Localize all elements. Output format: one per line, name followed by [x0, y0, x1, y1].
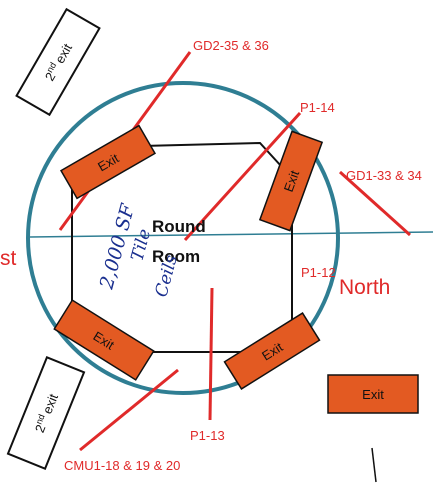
exit-label: Exit [362, 387, 384, 402]
callout-p1-12: P1-12 [301, 265, 336, 280]
callout-cmu1: CMU1-18 & 19 & 20 [64, 458, 180, 473]
room-title-line1: Round [152, 217, 206, 236]
callout-gd2: GD2-35 & 36 [193, 38, 269, 53]
callout-gd1: GD1-33 & 34 [346, 168, 422, 183]
room-title-line2: Room [152, 247, 200, 266]
exit-box-top-left: Exit [60, 124, 156, 200]
callout-p1-14: P1-14 [300, 100, 335, 115]
callout-p1-13: P1-13 [190, 428, 225, 443]
exit-label: Exit [281, 168, 303, 194]
second-exit-box-bottom: 2ndexit [6, 355, 86, 471]
pen-stroke [371, 447, 377, 483]
exit-box-standalone: Exit [327, 374, 419, 414]
leader-line-p1-14 [183, 111, 302, 242]
direction-west: st [0, 247, 17, 270]
round-room-circle [26, 81, 340, 395]
leader-line-cmu1 [79, 368, 179, 452]
exit-box-bottom-left: Exit [53, 299, 155, 381]
exit-box-bottom-right: Exit [223, 312, 321, 390]
leader-line-gd1 [338, 170, 412, 237]
axis-line [29, 231, 433, 238]
exit-box-top-right: Exit [258, 130, 324, 232]
second-exit-box-top: 2ndexit [15, 7, 101, 117]
direction-north: North [339, 276, 390, 299]
leader-line-p1-13 [208, 287, 214, 421]
